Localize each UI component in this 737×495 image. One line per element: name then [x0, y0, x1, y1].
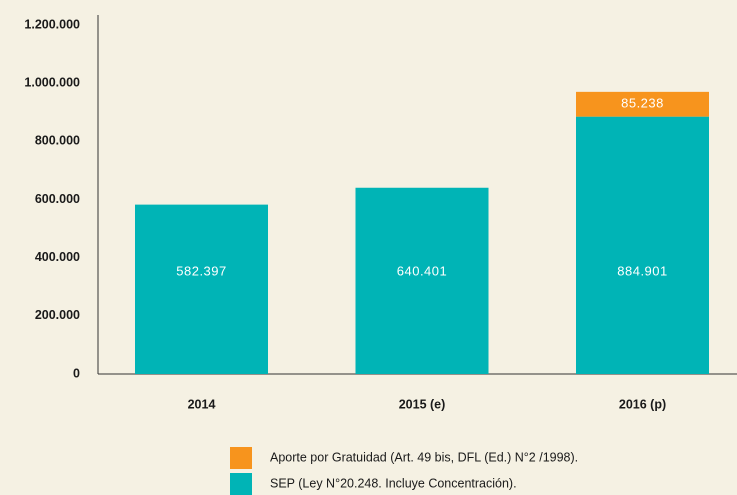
legend-swatch [230, 473, 252, 495]
y-tick-label: 0 [73, 366, 80, 380]
value-label: 640.401 [397, 263, 448, 278]
bar-segment [576, 91, 709, 117]
bar-segment [135, 204, 268, 374]
y-tick-label: 800.000 [35, 134, 80, 148]
x-tick-label: 2014 [188, 397, 216, 411]
x-tick-label: 2016 (p) [619, 397, 666, 411]
y-tick-label: 600.000 [35, 192, 80, 206]
legend-label: SEP (Ley N°20.248. Incluye Concentración… [270, 476, 517, 490]
bar-segment [576, 116, 709, 374]
value-label: 884.901 [617, 263, 668, 278]
bar-segment [355, 187, 489, 374]
legend-swatch [230, 447, 252, 469]
value-label: 85.238 [621, 96, 664, 111]
y-tick-label: 1.200.000 [24, 17, 80, 31]
y-tick-label: 1.000.000 [24, 75, 80, 89]
y-tick-label: 200.000 [35, 308, 80, 322]
x-tick-label: 2015 (e) [399, 397, 446, 411]
y-tick-label: 400.000 [35, 250, 80, 264]
value-label: 582.397 [176, 263, 227, 278]
legend-label: Aporte por Gratuidad (Art. 49 bis, DFL (… [270, 450, 578, 464]
